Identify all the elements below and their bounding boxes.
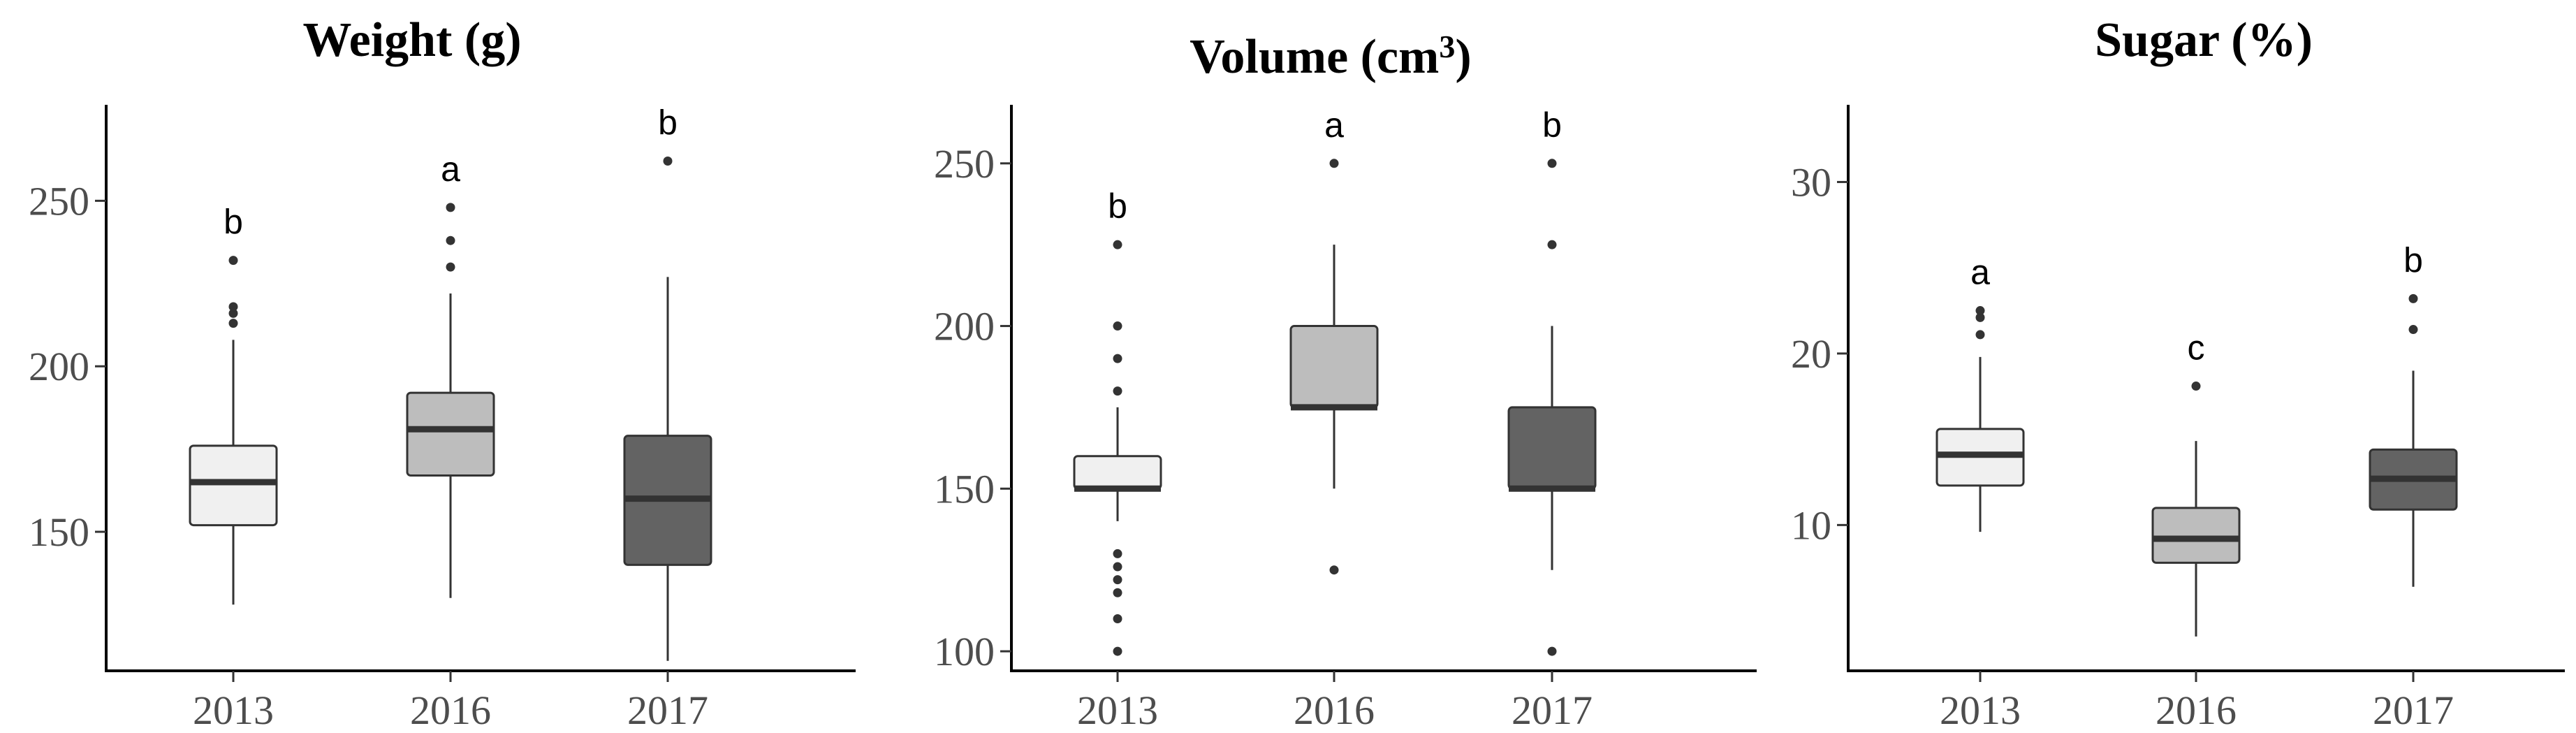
outlier-point xyxy=(1113,562,1122,572)
outlier-point xyxy=(663,157,673,166)
box xyxy=(189,444,278,527)
x-tick-label: 2016 xyxy=(410,688,491,733)
x-tick-label: 2013 xyxy=(1940,688,2021,733)
y-tick-label: 200 xyxy=(29,344,89,389)
outlier-point xyxy=(1975,306,1985,316)
outlier-point xyxy=(446,235,455,245)
x-tick-label: 2017 xyxy=(627,688,708,733)
panel-title: Volume (cm3) xyxy=(1190,29,1471,84)
panel-title: Sugar (%) xyxy=(2095,13,2313,67)
outlier-point xyxy=(1975,312,1985,322)
significance-letter: a xyxy=(441,150,460,189)
x-tick-label: 2013 xyxy=(193,688,274,733)
box xyxy=(1507,406,1597,490)
y-tick-label: 250 xyxy=(29,178,89,224)
box xyxy=(1289,325,1379,409)
plot-area: 100 150 200 250 2013 2016 2017 b a b xyxy=(934,105,1757,733)
x-tick-label: 2016 xyxy=(1294,688,1375,733)
significance-letter: b xyxy=(1108,187,1127,226)
outlier-point xyxy=(1975,330,1985,340)
outlier-point xyxy=(1113,240,1122,249)
outlier-point xyxy=(228,319,238,328)
outlier-point xyxy=(1113,646,1122,656)
outlier-point xyxy=(2191,382,2201,391)
significance-letter: b xyxy=(658,103,678,143)
outlier-point xyxy=(1113,575,1122,585)
y-tick-label: 10 xyxy=(1791,502,1831,548)
outlier-point xyxy=(1113,549,1122,558)
outlier-point xyxy=(1113,354,1122,363)
outlier-point xyxy=(446,262,455,272)
outlier-point xyxy=(228,256,238,266)
significance-letter: b xyxy=(2403,240,2423,280)
y-tick-label: 150 xyxy=(29,509,89,555)
significance-letter: b xyxy=(224,203,243,242)
y-tick-label: 20 xyxy=(1791,331,1831,377)
x-tick-label: 2013 xyxy=(1077,688,1158,733)
y-tick-label: 100 xyxy=(934,629,995,674)
x-tick-label: 2016 xyxy=(2156,688,2237,733)
x-tick-label: 2017 xyxy=(2373,688,2454,733)
outlier-point xyxy=(1329,159,1339,168)
panel-weight: Weight (g) 150 200 250 2013 2016 2017 b a b xyxy=(29,13,856,733)
outlier-point xyxy=(1113,614,1122,624)
outlier-point xyxy=(1329,565,1339,575)
plot-area: 10 20 30 2013 2016 2017 a c b xyxy=(1791,105,2565,733)
outlier-point xyxy=(446,203,455,212)
significance-letter: a xyxy=(1970,253,1990,292)
plot-area: 150 200 250 2013 2016 2017 b a b xyxy=(29,103,856,733)
x-tick-label: 2017 xyxy=(1512,688,1593,733)
box xyxy=(2151,507,2241,564)
panel-sugar: Sugar (%) 10 20 30 2013 2016 2017 a c b xyxy=(1791,13,2565,733)
box xyxy=(406,391,495,477)
significance-letter: c xyxy=(2188,328,2205,368)
outlier-point xyxy=(1113,321,1122,331)
y-tick-label: 200 xyxy=(934,304,995,349)
panel-volume: Volume (cm3) 100 150 200 250 2013 2016 2017 b a b xyxy=(934,29,1757,733)
outlier-point xyxy=(1547,240,1557,249)
outlier-point xyxy=(228,302,238,312)
y-tick-label: 150 xyxy=(934,466,995,511)
outlier-point xyxy=(228,308,238,318)
outlier-point xyxy=(1113,588,1122,597)
panel-title: Weight (g) xyxy=(302,13,521,67)
outlier-point xyxy=(2408,325,2418,335)
outlier-point xyxy=(2408,293,2418,303)
significance-letter: a xyxy=(1324,106,1344,145)
outlier-point xyxy=(1113,386,1122,396)
box xyxy=(1073,455,1162,490)
outlier-point xyxy=(1547,159,1557,168)
y-tick-label: 30 xyxy=(1791,159,1831,205)
outlier-point xyxy=(1547,646,1557,656)
significance-letter: b xyxy=(1542,106,1562,145)
y-tick-label: 250 xyxy=(934,141,995,187)
